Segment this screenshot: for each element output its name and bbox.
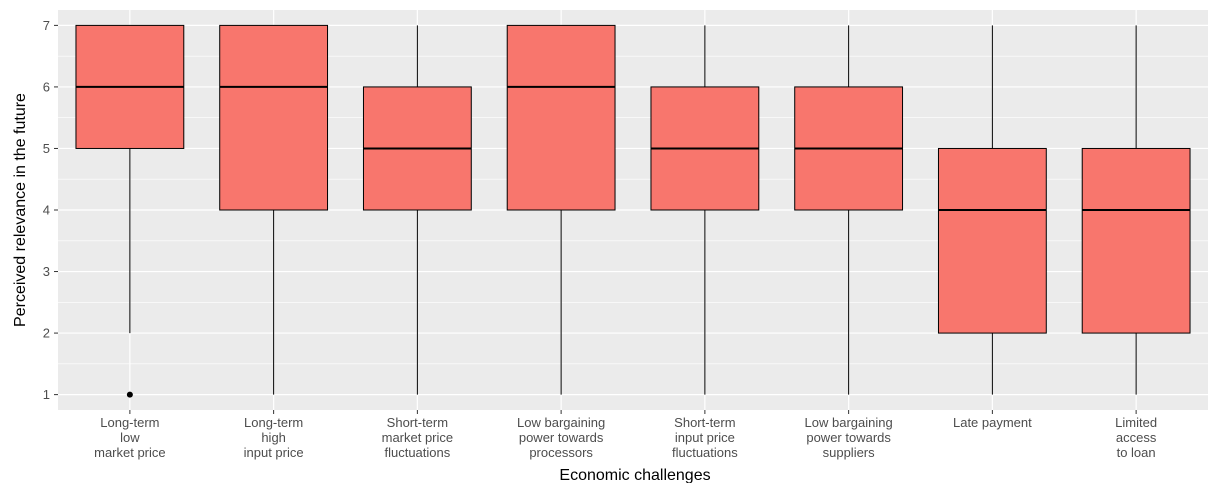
x-tick-label: Low bargaining power towards suppliers [805, 415, 893, 460]
y-tick-label: 4 [43, 203, 50, 218]
y-axis: 1 2 3 4 5 6 7 [43, 18, 58, 402]
x-tick-label: Long-term high input price [244, 415, 304, 460]
x-tick-label-line: fluctuations [384, 445, 450, 460]
x-tick-label-line: input price [244, 445, 304, 460]
box-group [650, 25, 760, 395]
y-tick-label: 5 [43, 141, 50, 156]
box-group [937, 25, 1047, 395]
x-tick-label-line: to loan [1117, 445, 1156, 460]
x-tick-label-line: fluctuations [672, 445, 738, 460]
x-tick-label-line: high [261, 430, 286, 445]
x-tick-label-line: low [120, 430, 140, 445]
x-tick-label-line: market price [382, 430, 454, 445]
x-tick-label: Long-term low market price [94, 415, 166, 460]
box-group [362, 25, 472, 395]
y-tick-label: 2 [43, 326, 50, 341]
x-tick-label-line: Short-term [387, 415, 448, 430]
y-axis-title: Perceived relevance in the future [12, 93, 29, 327]
x-tick-label-line: power towards [519, 430, 604, 445]
outlier-point [126, 391, 133, 398]
x-tick-label: Low bargaining power towards processors [517, 415, 605, 460]
x-tick-label-line: Short-term [674, 415, 735, 430]
x-tick-label: Short-term market price fluctuations [382, 415, 454, 460]
x-tick-label-line: Low bargaining [805, 415, 893, 430]
x-tick-label: Late payment [953, 415, 1032, 430]
iqr-box [937, 147, 1047, 334]
x-tick-label: Limited access to loan [1115, 415, 1157, 460]
x-tick-label-line: access [1116, 430, 1157, 445]
x-tick-label-line: Late payment [953, 415, 1032, 430]
x-tick-label-line: Low bargaining [517, 415, 605, 430]
x-tick-label: Short-term input price fluctuations [672, 415, 738, 460]
x-tick-label-line: input price [675, 430, 735, 445]
box-group [794, 25, 904, 395]
x-tick-label-line: Long-term [244, 415, 303, 430]
x-tick-label-line: Limited [1115, 415, 1157, 430]
y-tick-label: 7 [43, 18, 50, 33]
x-tick-label-line: Long-term [100, 415, 159, 430]
y-tick-label: 1 [43, 387, 50, 402]
x-axis-title: Economic challenges [559, 467, 710, 483]
x-tick-label-line: suppliers [823, 445, 876, 460]
iqr-box [1081, 147, 1191, 334]
box-group [75, 24, 185, 398]
boxes-layer [75, 24, 1191, 398]
x-tick-label-line: processors [529, 445, 593, 460]
iqr-box [219, 24, 329, 211]
box-group [219, 24, 329, 395]
iqr-box [506, 24, 616, 211]
x-tick-label-line: market price [94, 445, 166, 460]
box-group [506, 24, 616, 395]
x-tick-label-line: power towards [806, 430, 891, 445]
box-group [1081, 25, 1191, 395]
y-tick-label: 6 [43, 79, 50, 94]
y-tick-label: 3 [43, 264, 50, 279]
